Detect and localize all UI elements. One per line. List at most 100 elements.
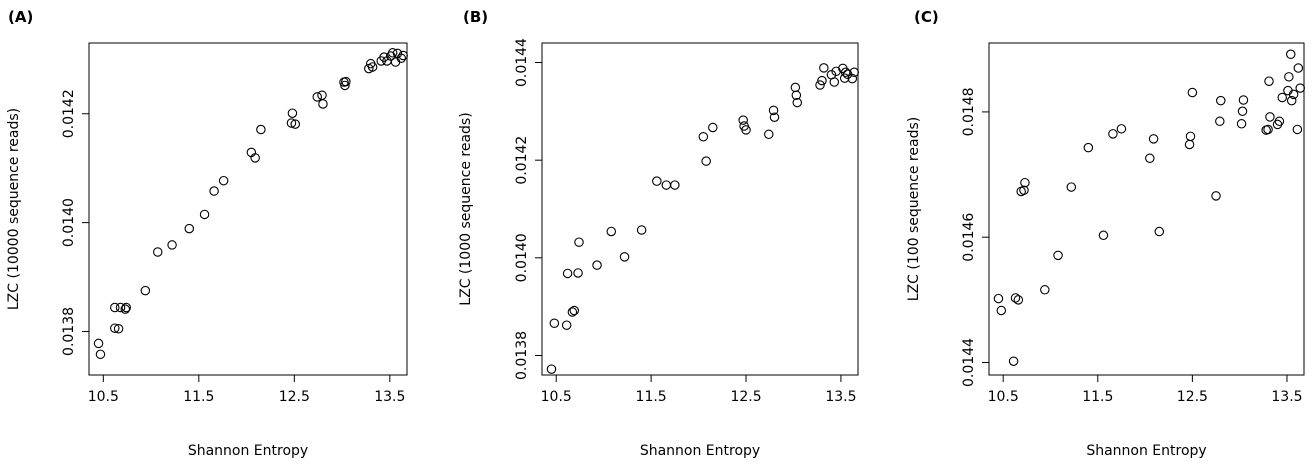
- data-point: [1236, 119, 1247, 129]
- y-tick-label: 0.0138: [514, 331, 530, 380]
- data-point: [561, 320, 572, 330]
- data-point: [661, 180, 672, 190]
- data-point: [140, 285, 151, 296]
- data-point: [1066, 182, 1077, 192]
- data-point: [569, 305, 580, 316]
- data-point: [110, 323, 120, 333]
- data-point: [312, 92, 322, 102]
- data-point: [636, 225, 647, 235]
- y-axis-title: LZC (1000 sequence reads): [458, 112, 474, 305]
- data-point: [574, 237, 584, 247]
- data-point: [1293, 63, 1304, 73]
- data-point: [1154, 226, 1165, 237]
- data-point: [121, 302, 131, 313]
- data-point: [606, 226, 617, 237]
- data-point: [1264, 76, 1274, 86]
- data-point: [1292, 124, 1303, 135]
- data-point: [769, 112, 780, 122]
- data-point: [287, 108, 298, 118]
- data-point: [1020, 177, 1030, 188]
- data-point: [1185, 131, 1196, 142]
- x-axis-title: Shannon Entropy: [640, 443, 760, 459]
- x-tick-label: 11.5: [183, 389, 214, 405]
- y-tick-label: 0.0142: [61, 89, 77, 138]
- data-point: [1184, 139, 1195, 150]
- data-point: [1216, 95, 1226, 106]
- data-point: [1277, 92, 1287, 103]
- data-point: [1295, 83, 1305, 93]
- data-point: [95, 349, 106, 360]
- data-point: [1284, 72, 1294, 82]
- data-point: [698, 131, 709, 142]
- y-tick-label: 0.0140: [514, 233, 530, 282]
- data-point: [340, 80, 350, 91]
- data-point: [209, 186, 219, 196]
- data-point: [652, 176, 662, 186]
- y-axis-title: LZC (100 sequence reads): [906, 117, 922, 301]
- panel-label: (C): [914, 8, 939, 26]
- data-point: [562, 268, 573, 279]
- scatter-panel-b: (B) 10.5 11.5 12.5 13.5 0.0138 0.0140 0.0142 0.0…: [458, 8, 859, 459]
- data-point: [815, 80, 825, 90]
- x-tick-label: 13.5: [825, 389, 856, 405]
- plot-frame: [541, 42, 859, 376]
- data-point: [792, 97, 803, 108]
- plot-frame: [88, 42, 408, 376]
- data-point: [1215, 116, 1225, 127]
- data-point: [1116, 124, 1127, 134]
- x-tick-label: 11.5: [1082, 389, 1113, 405]
- y-tick-label: 0.0148: [961, 87, 977, 136]
- data-point: [256, 124, 266, 135]
- x-axis-title: Shannon Entropy: [188, 443, 308, 459]
- data-point: [831, 66, 841, 77]
- data-point: [993, 293, 1004, 304]
- data-point: [708, 122, 718, 133]
- data-point: [387, 48, 398, 58]
- data-point: [1274, 116, 1285, 127]
- data-point: [1145, 153, 1155, 164]
- x-tick-label: 10.5: [541, 389, 572, 405]
- data-point: [184, 223, 195, 234]
- data-point: [817, 75, 827, 86]
- data-point: [110, 302, 120, 313]
- plot-frame: [988, 42, 1305, 376]
- y-tick-label: 0.0146: [961, 213, 977, 262]
- x-tick-label: 12.5: [1177, 389, 1208, 405]
- data-point: [367, 62, 378, 72]
- x-tick-label: 10.5: [88, 389, 119, 405]
- y-tick-label: 0.0144: [961, 338, 977, 387]
- data-point: [290, 119, 301, 129]
- data-point: [1019, 185, 1029, 195]
- x-tick-label: 12.5: [730, 389, 761, 405]
- data-point: [1013, 295, 1024, 305]
- x-axis-title: Shannon Entropy: [1086, 443, 1206, 459]
- x-tick-label: 12.5: [279, 389, 310, 405]
- y-tick-label: 0.0140: [61, 198, 77, 247]
- x-tick-label: 13.5: [1271, 389, 1302, 405]
- data-point: [567, 307, 578, 317]
- data-point: [764, 129, 774, 140]
- data-point: [592, 260, 602, 270]
- data-point: [819, 63, 829, 73]
- data-point: [619, 252, 630, 262]
- data-point: [1148, 134, 1159, 144]
- data-point: [829, 77, 840, 87]
- y-tick-label: 0.0144: [514, 38, 530, 87]
- data-point: [768, 105, 779, 116]
- data-point: [1286, 49, 1296, 60]
- data-point: [549, 318, 560, 328]
- x-tick-label: 13.5: [374, 389, 405, 405]
- data-point: [1187, 87, 1198, 98]
- data-point: [1083, 142, 1094, 153]
- data-point: [1265, 112, 1275, 122]
- data-point: [218, 175, 229, 186]
- data-point: [115, 302, 126, 313]
- data-point: [1040, 285, 1050, 295]
- scatter-panel-a: (A) 10.5 11.5 12.5 13.5 0.0138 0.0140 0.0142 Sha…: [6, 8, 408, 459]
- data-point: [286, 118, 297, 128]
- data-point: [1211, 191, 1221, 201]
- y-tick-label: 0.0142: [514, 136, 530, 185]
- data-point: [250, 153, 260, 163]
- x-tick-label: 11.5: [636, 389, 667, 405]
